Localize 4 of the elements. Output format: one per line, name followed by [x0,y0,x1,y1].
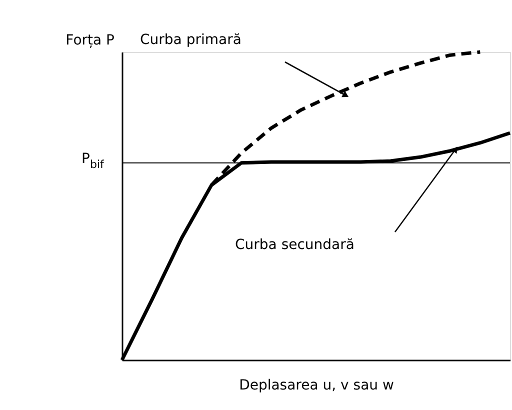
text: Curba primară [140,32,242,48]
x-axis-title: Deplasarea u, v sau w [239,378,394,394]
y-axis-title: Forța P [66,32,114,48]
annotation: Curba secundară [235,237,354,253]
